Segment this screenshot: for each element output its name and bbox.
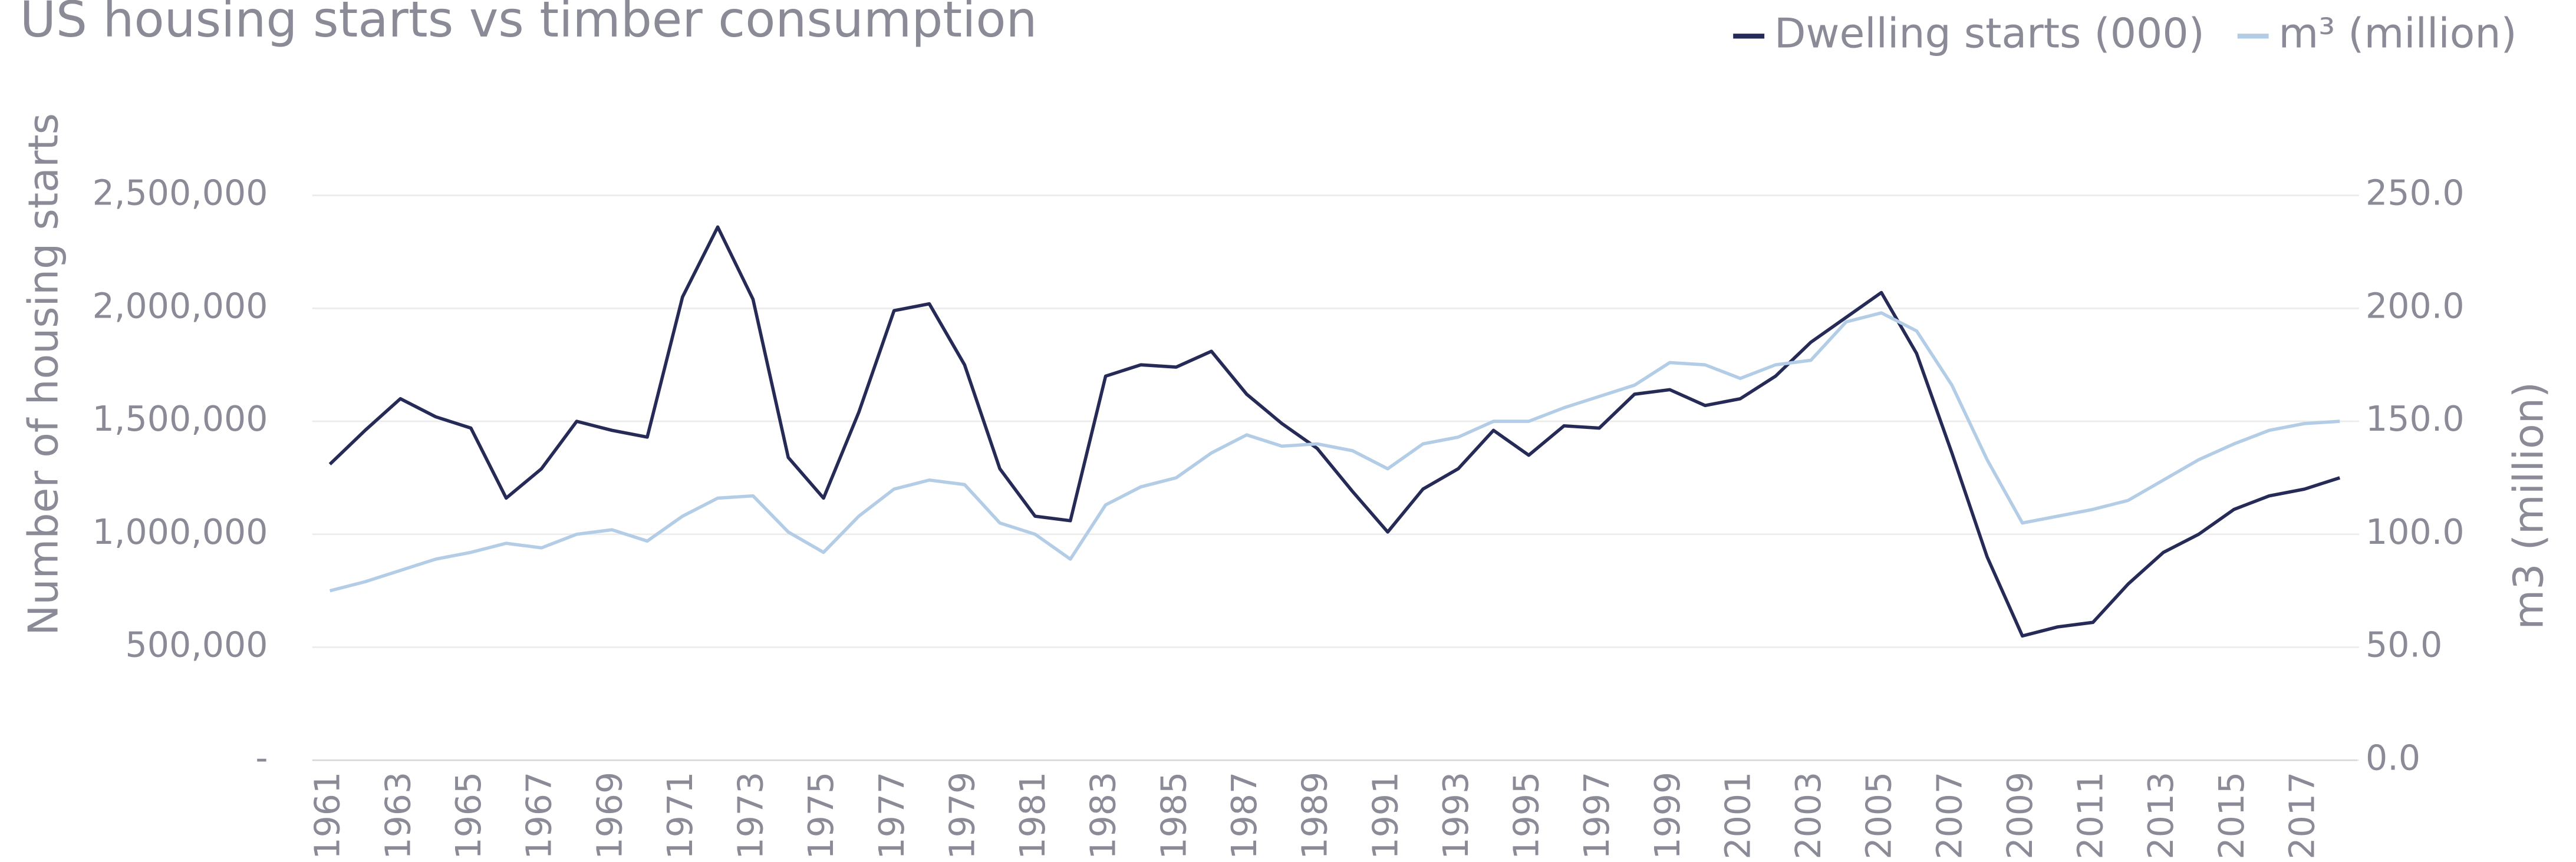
y2-tick-label: 150.0 [2366, 399, 2465, 439]
x-tick-label: 1985 [1154, 772, 1194, 860]
x-tick-label: 2017 [2282, 772, 2323, 860]
y-axis-title: Number of housing starts [19, 113, 67, 636]
x-tick-label: 1999 [1648, 772, 1688, 860]
x-tick-label: 1967 [519, 772, 559, 860]
legend-label: m³ (million) [2278, 9, 2516, 57]
y-tick-label: 1,500,000 [93, 399, 268, 439]
x-tick-label: 2011 [2071, 772, 2111, 860]
y2-tick-label: 200.0 [2366, 286, 2465, 326]
y2-tick-label: 100.0 [2366, 512, 2465, 552]
x-tick-label: 1983 [1083, 772, 1124, 860]
x-tick-label: 1987 [1224, 772, 1264, 860]
y-tick-label: 500,000 [125, 625, 268, 665]
y-tick-label: 2,000,000 [93, 286, 268, 326]
x-tick-label: 2003 [1788, 772, 1829, 860]
y2-tick-label: 50.0 [2366, 625, 2442, 665]
x-tick-label: 1971 [660, 772, 700, 860]
x-tick-label: 1969 [589, 772, 630, 860]
x-tick-label: 1963 [378, 772, 418, 860]
x-tick-label: 2005 [1859, 772, 1899, 860]
x-tick-label: 2007 [1929, 772, 1969, 860]
x-tick-label: 1993 [1436, 772, 1476, 860]
x-tick-label: 1997 [1577, 772, 1617, 860]
x-tick-label: 2001 [1718, 772, 1758, 860]
y2-axis-title: m3 (million) [2505, 382, 2553, 630]
y-tick-label: 2,500,000 [93, 173, 268, 213]
x-tick-label: 1965 [449, 772, 489, 860]
x-tick-label: 1977 [872, 772, 912, 860]
x-tick-label: 1975 [801, 772, 841, 860]
x-tick-label: 1989 [1295, 772, 1335, 860]
y-tick-label: 1,000,000 [93, 512, 268, 552]
y-tick-label: - [255, 738, 268, 778]
x-tick-label: 1991 [1365, 772, 1405, 860]
x-tick-label: 1995 [1507, 772, 1547, 860]
x-tick-label: 1981 [1013, 772, 1053, 860]
x-tick-label: 1961 [308, 772, 348, 860]
x-tick-label: 1973 [731, 772, 771, 860]
x-tick-label: 2013 [2141, 772, 2181, 860]
series-line [328, 225, 2341, 638]
chart-title: US housing starts vs timber consumption [20, 0, 1037, 48]
x-tick-label: 1979 [942, 772, 982, 860]
legend-label: Dwelling starts (000) [1774, 9, 2205, 57]
x-tick-label: 2015 [2212, 772, 2252, 860]
y2-tick-label: 250.0 [2366, 173, 2465, 213]
series-line [329, 311, 2340, 593]
y2-tick-label: 0.0 [2366, 738, 2420, 778]
x-tick-label: 2009 [2000, 772, 2040, 860]
